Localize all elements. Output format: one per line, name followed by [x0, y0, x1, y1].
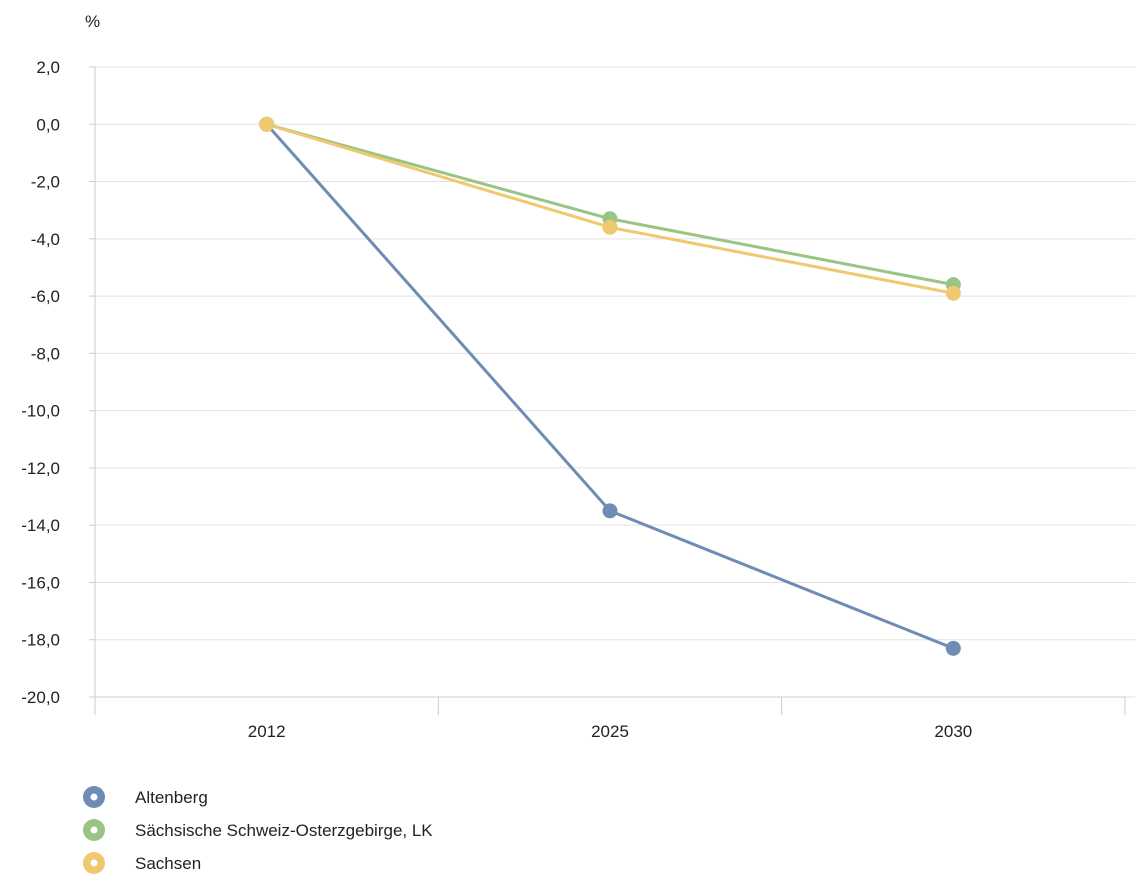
- data-point: [602, 503, 618, 519]
- y-tick-label: -4,0: [31, 230, 60, 249]
- y-tick-label: -20,0: [21, 688, 60, 707]
- legend-marker-dot: [90, 859, 98, 867]
- series-line-2: [266, 122, 954, 287]
- series-group: [259, 116, 961, 656]
- legend-label: Sachsen: [135, 854, 201, 873]
- data-point: [259, 116, 275, 132]
- y-tick-label: -12,0: [21, 459, 60, 478]
- tick-labels: 2,0 0,0 -2,0 -4,0 -6,0 -8,0 -10,0 -12,0 -14,0 -16…: [21, 58, 972, 741]
- y-tick-label: -10,0: [21, 402, 60, 421]
- series-line-1: [265, 123, 954, 650]
- legend: Altenberg Sächsische Schweiz-Osterzgebirg…: [83, 786, 433, 874]
- y-tick-label: 0,0: [36, 115, 60, 134]
- data-point: [602, 219, 618, 235]
- x-tick-label: 2012: [248, 722, 286, 741]
- grid-lines: [95, 66, 1135, 698]
- y-tick-label: -14,0: [21, 516, 60, 535]
- y-tick-label: -8,0: [31, 344, 60, 363]
- series-line-3: [266, 122, 954, 295]
- y-tick-label: 2,0: [36, 58, 60, 77]
- y-tick-label: -6,0: [31, 287, 60, 306]
- x-tick-label: 2030: [934, 722, 972, 741]
- y-tick-label: -16,0: [21, 573, 60, 592]
- data-point: [945, 640, 961, 656]
- legend-label: Altenberg: [135, 788, 208, 807]
- y-tick-label: -2,0: [31, 173, 60, 192]
- x-tick-label: 2025: [591, 722, 629, 741]
- legend-label: Sächsische Schweiz-Osterzgebirge, LK: [135, 821, 433, 840]
- y-axis-unit-label: %: [85, 12, 100, 31]
- axes: [89, 66, 1126, 715]
- y-tick-label: -18,0: [21, 631, 60, 650]
- legend-marker-dot: [90, 793, 98, 801]
- data-point: [945, 285, 961, 301]
- legend-marker-dot: [90, 826, 98, 834]
